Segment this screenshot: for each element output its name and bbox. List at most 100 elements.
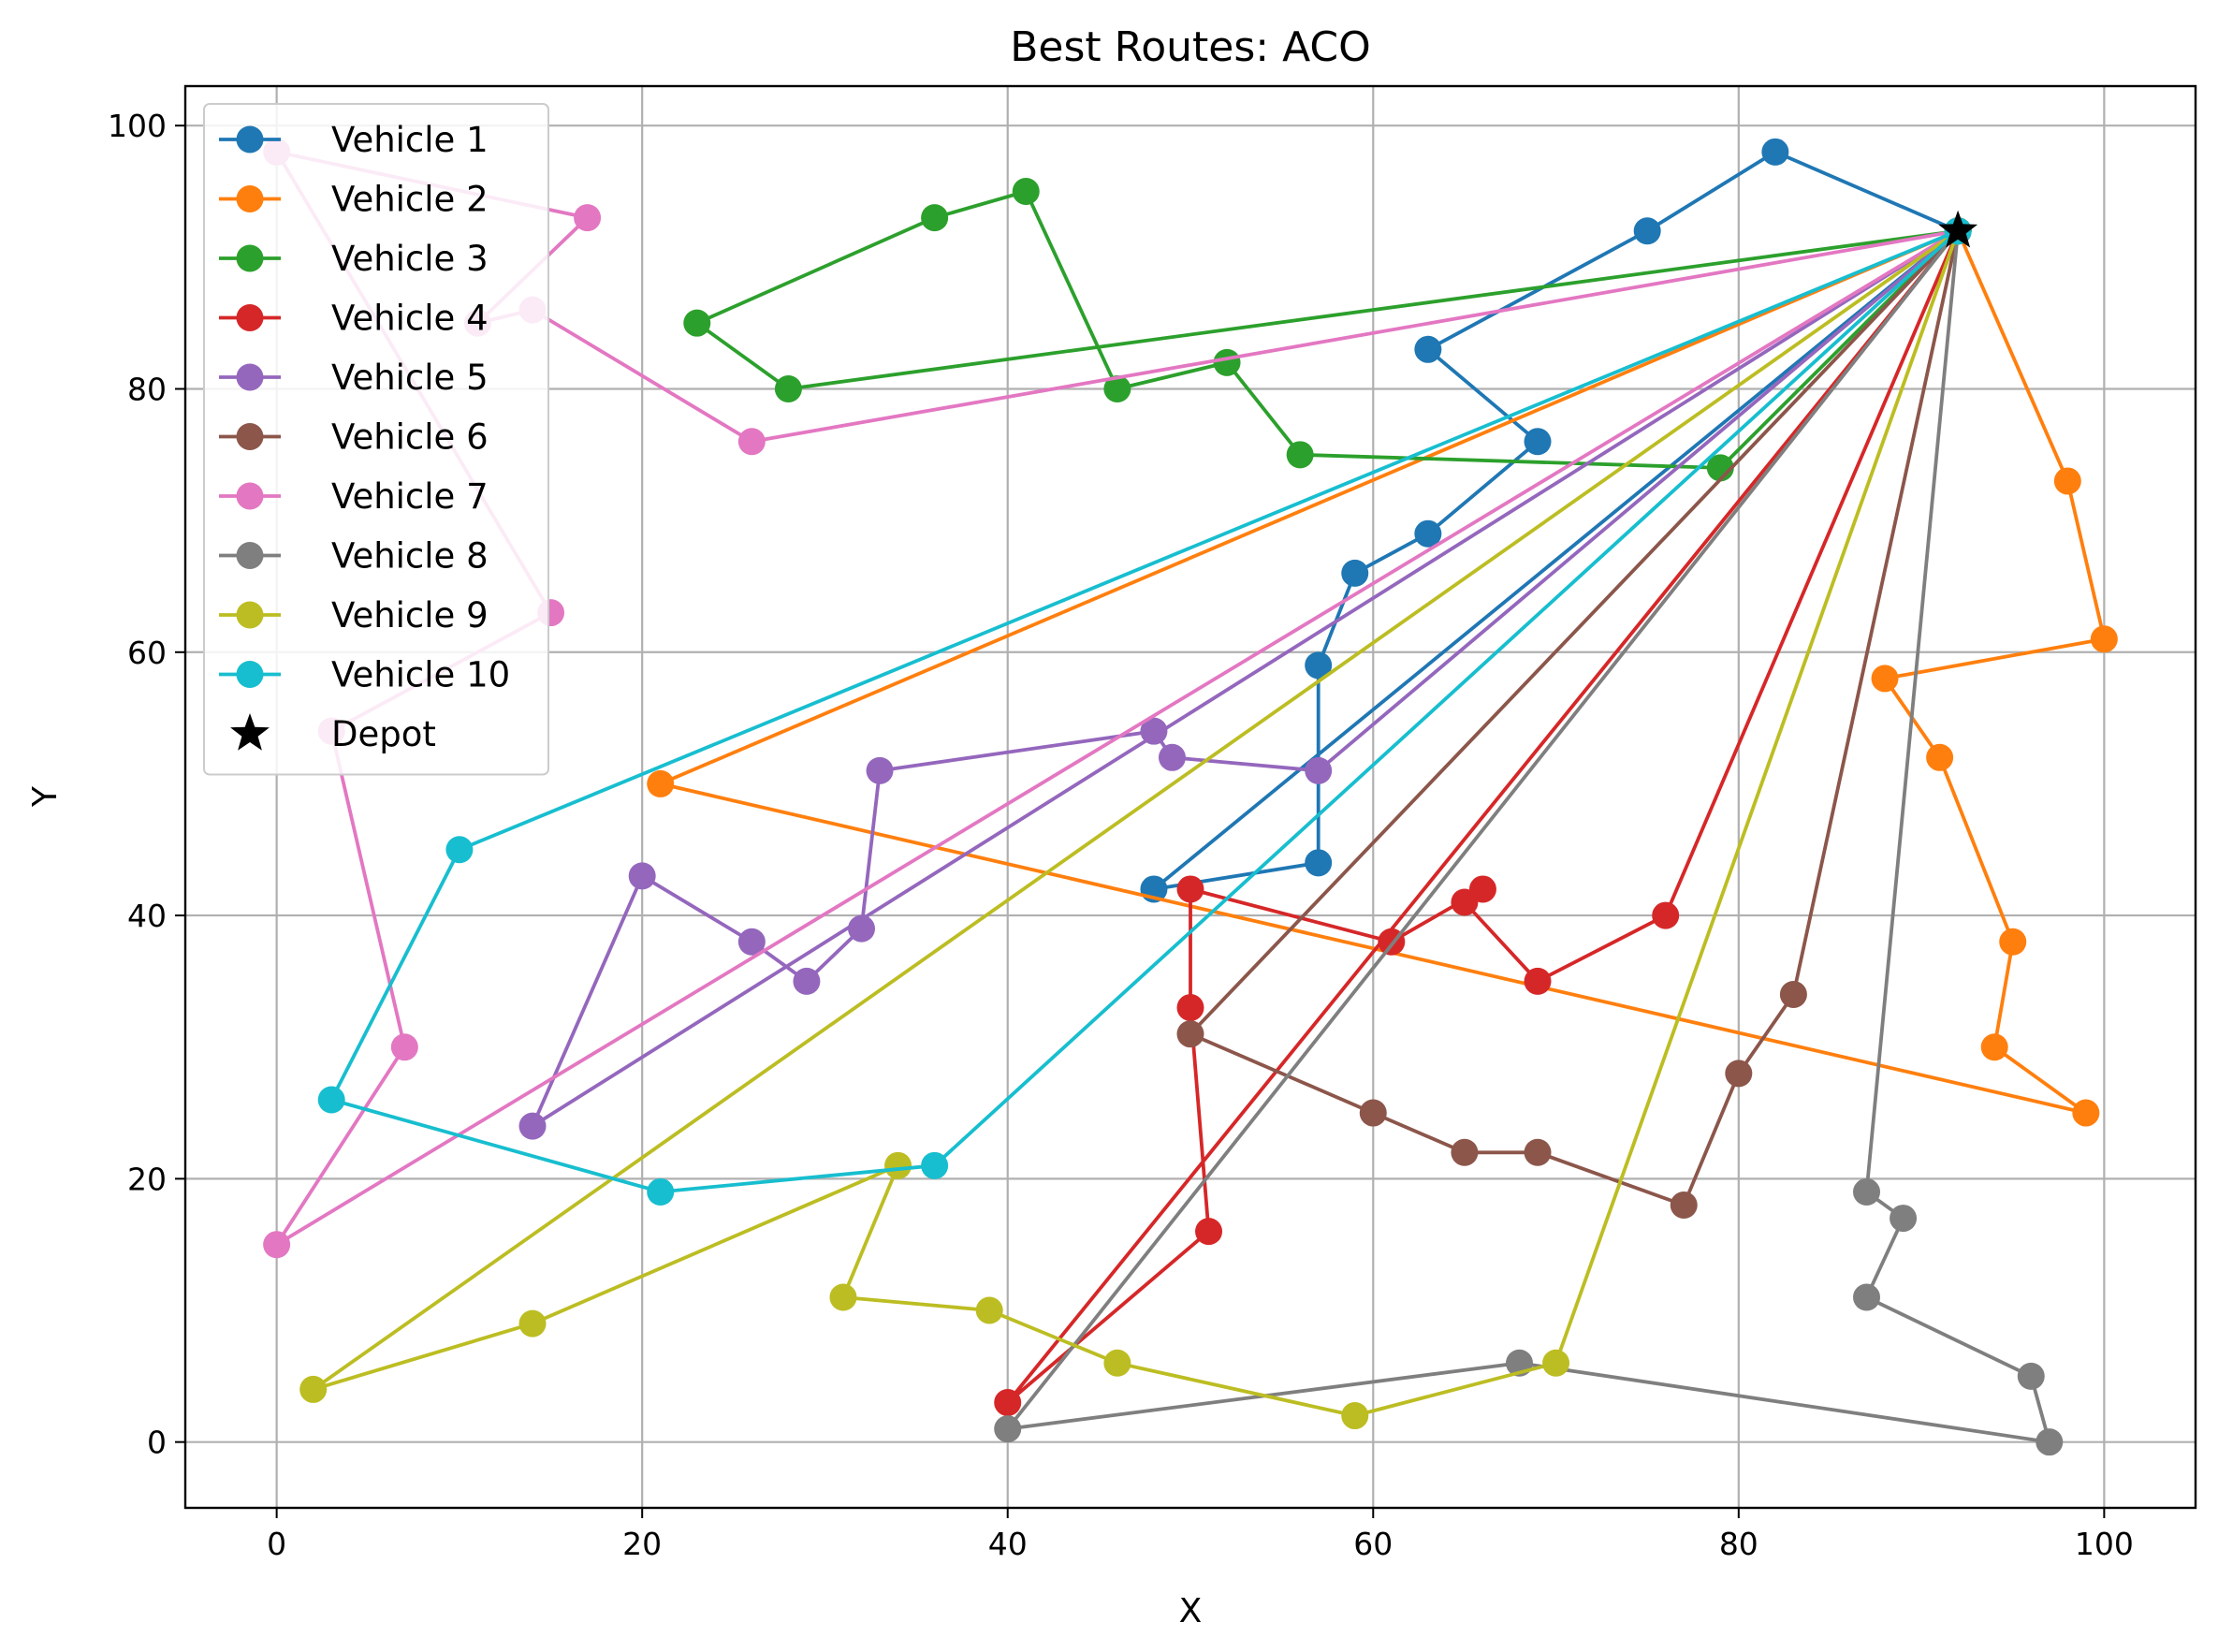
route-point: [1926, 743, 1954, 771]
route-point: [390, 1033, 418, 1061]
x-tick-label: 80: [1719, 1526, 1758, 1562]
legend-item-vehicle-10: Vehicle 10: [219, 655, 510, 695]
route-point: [1414, 519, 1442, 548]
route-point: [299, 1375, 328, 1403]
route-point: [1524, 967, 1552, 995]
y-tick-label: 80: [127, 371, 167, 407]
route-point: [317, 1086, 345, 1114]
route-point: [884, 1151, 912, 1179]
route-point: [1999, 928, 2027, 956]
route-point: [1305, 756, 1333, 784]
route-point: [829, 1283, 857, 1311]
route-point: [445, 836, 474, 864]
legend-marker-swatch: [236, 482, 264, 510]
route-point: [1524, 1138, 1552, 1166]
route-point: [1341, 559, 1369, 587]
route-point: [1140, 717, 1168, 745]
route-point: [518, 1309, 547, 1338]
legend-item-vehicle-5: Vehicle 5: [219, 358, 489, 398]
legend-label: Vehicle 7: [331, 476, 489, 517]
route-point: [2053, 467, 2081, 495]
route-point: [1524, 428, 1552, 456]
legend-label: Depot: [331, 714, 436, 754]
depot-layer: [1938, 210, 1978, 248]
route-point: [1176, 875, 1204, 903]
legend-marker-swatch: [236, 125, 264, 154]
legend-label: Vehicle 2: [331, 180, 489, 220]
route-point: [1158, 743, 1186, 771]
x-tick-label: 100: [2075, 1526, 2134, 1562]
axes-frame: [183, 84, 2197, 1510]
route-point: [1633, 217, 1661, 245]
legend-item-depot: Depot: [230, 713, 436, 754]
legend-marker-swatch: [236, 661, 264, 688]
chart-title: Best Routes: ACO: [1010, 23, 1371, 71]
legend-item-vehicle-6: Vehicle 6: [219, 417, 489, 458]
route-point: [2017, 1362, 2045, 1390]
route-point: [1176, 994, 1204, 1022]
legend-item-vehicle-2: Vehicle 2: [219, 180, 489, 220]
grid-layer: [185, 86, 2196, 1508]
x-tick-label: 20: [622, 1526, 662, 1562]
legend-item-vehicle-8: Vehicle 8: [219, 536, 489, 577]
route-point: [1890, 1205, 1918, 1233]
series-vehicle-10: [317, 217, 1972, 1206]
route-point: [263, 1231, 291, 1259]
legend-label: Vehicle 4: [331, 299, 489, 339]
route-point: [737, 428, 766, 456]
route-point: [2036, 1428, 2064, 1456]
legend-box: [203, 103, 549, 776]
legend-label: Vehicle 10: [331, 655, 510, 695]
route-line-vehicle-2: [658, 228, 2107, 1115]
route-point: [866, 756, 894, 784]
y-tick-label: 100: [108, 108, 167, 144]
legend-label: Vehicle 8: [331, 536, 489, 577]
legend: Vehicle 1 Vehicle 2 Vehicle 3 Vehicle 4 Vehi…: [203, 103, 549, 776]
route-point: [1012, 178, 1040, 206]
legend-marker-swatch: [236, 363, 264, 391]
legend-label: Vehicle 1: [331, 120, 489, 160]
legend-label: Vehicle 3: [331, 239, 489, 279]
route-point: [994, 1415, 1022, 1443]
depot-marker: [1938, 210, 1978, 248]
route-point: [1414, 335, 1442, 363]
route-point: [1195, 1218, 1223, 1246]
route-point: [921, 1151, 949, 1179]
legend-item-vehicle-4: Vehicle 4: [219, 299, 489, 339]
route-point: [737, 928, 766, 956]
route-point: [793, 967, 821, 995]
route-point: [1103, 374, 1131, 402]
route-point: [1761, 138, 1789, 166]
route-line-vehicle-3: [694, 189, 1960, 470]
route-point: [628, 862, 656, 890]
route-point: [994, 1388, 1022, 1416]
route-point: [1451, 1138, 1479, 1166]
legend-item-vehicle-9: Vehicle 9: [219, 595, 489, 636]
x-tick-label: 0: [267, 1526, 286, 1562]
legend-marker-swatch: [236, 244, 264, 272]
route-point: [1468, 875, 1496, 903]
route-point: [1542, 1349, 1570, 1377]
legend-depot-star: [230, 713, 270, 751]
route-point: [683, 309, 711, 337]
route-point: [647, 769, 675, 797]
route-point: [1725, 1060, 1753, 1088]
legend-marker-swatch: [236, 304, 264, 331]
y-tick-label: 0: [147, 1425, 167, 1461]
legend-item-vehicle-1: Vehicle 1: [219, 120, 489, 160]
route-point: [1305, 651, 1333, 680]
series-layer: [263, 138, 2118, 1456]
route-point: [1176, 1020, 1204, 1048]
x-tick-label: 40: [988, 1526, 1028, 1562]
route-point: [1305, 849, 1333, 877]
series-vehicle-1: [1140, 138, 1972, 903]
y-tick-label: 60: [127, 635, 167, 671]
route-point: [774, 374, 802, 402]
route-point: [1652, 901, 1680, 929]
legend-label: Vehicle 5: [331, 358, 489, 398]
route-point: [2072, 1099, 2100, 1127]
route-point: [1286, 441, 1314, 469]
legend-label: Vehicle 6: [331, 417, 489, 458]
route-line-vehicle-9: [311, 229, 1960, 1418]
route-point: [921, 204, 949, 232]
